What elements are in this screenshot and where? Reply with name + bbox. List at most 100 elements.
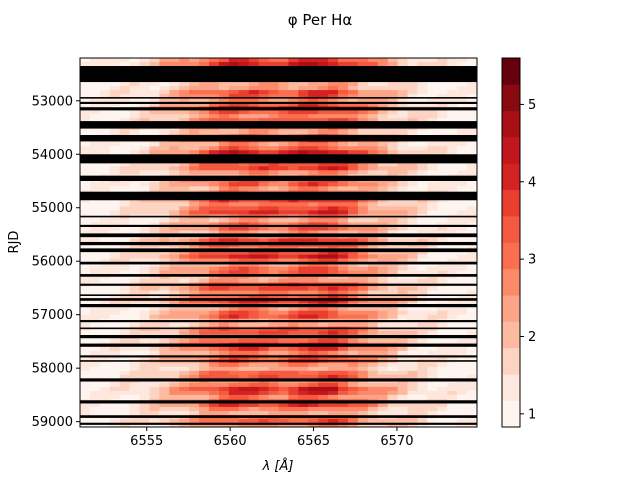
heatmap-cell — [258, 130, 269, 135]
heatmap-cell — [407, 330, 418, 336]
heatmap-cell — [228, 114, 240, 119]
heatmap-cell — [357, 286, 369, 292]
heatmap-cell — [209, 146, 220, 151]
heatmap-cell — [119, 182, 131, 187]
heatmap-cell — [288, 254, 299, 259]
heatmap-cell — [258, 258, 269, 263]
heatmap-cell — [318, 250, 329, 255]
heatmap-cell — [169, 110, 180, 115]
heatmap-cell — [357, 146, 369, 151]
heatmap-cell — [199, 374, 210, 380]
heatmap-cell — [447, 314, 458, 320]
heatmap-cell — [129, 310, 140, 316]
heatmap-cell — [308, 314, 319, 320]
heatmap-cell — [189, 394, 200, 400]
heatmap-cell — [268, 82, 279, 87]
heatmap-cell — [159, 406, 170, 412]
heatmap-cell — [149, 166, 160, 171]
heatmap-cell — [199, 266, 210, 271]
heatmap-cell — [139, 266, 150, 271]
heatmap-cell — [218, 142, 230, 147]
heatmap-cell — [357, 258, 369, 263]
heatmap-cell — [298, 298, 309, 304]
heatmap-cell — [367, 150, 379, 155]
heatmap-cell — [407, 266, 418, 271]
heatmap-cell — [457, 278, 468, 284]
heatmap-cell — [347, 150, 359, 155]
heatmap-cell — [119, 310, 131, 316]
heatmap-cell — [238, 370, 250, 376]
heatmap-cell — [338, 278, 349, 284]
heatmap-cell — [179, 406, 190, 412]
heatmap-cell — [149, 206, 160, 211]
heatmap-cell — [437, 330, 448, 336]
heatmap-cell — [109, 362, 121, 368]
heatmap-cell — [347, 90, 359, 95]
heatmap-cell — [189, 270, 200, 275]
heatmap-cell — [139, 222, 150, 227]
heatmap-cell — [367, 422, 379, 428]
heatmap-cell — [427, 394, 438, 400]
heatmap-cell — [169, 250, 180, 255]
heatmap-cell — [119, 382, 131, 388]
heatmap-cell — [377, 58, 389, 63]
heatmap-cell — [99, 314, 111, 320]
heatmap-cell — [258, 370, 269, 376]
heatmap-cell — [80, 114, 91, 119]
heatmap-cell — [248, 210, 260, 215]
heatmap-cell — [89, 306, 101, 312]
heatmap-cell — [377, 338, 389, 344]
heatmap-cell — [417, 314, 428, 320]
heatmap-cell — [109, 322, 121, 328]
heatmap-cell — [318, 294, 329, 300]
heatmap-cell — [80, 150, 91, 155]
heatmap-cell — [298, 62, 309, 67]
heatmap-cell — [238, 406, 250, 412]
heatmap-cell — [288, 82, 299, 87]
heatmap-cell — [338, 182, 349, 187]
heatmap-cell — [179, 290, 190, 296]
heatmap-cell — [447, 130, 458, 135]
heatmap-cell — [377, 402, 389, 408]
heatmap-cell — [199, 286, 210, 292]
heatmap-cell — [467, 230, 478, 235]
heatmap-cell — [199, 346, 210, 352]
heatmap-cell — [298, 262, 309, 267]
heatmap-cell — [288, 286, 299, 292]
heatmap-cell — [258, 218, 269, 223]
heatmap-cell — [278, 266, 289, 271]
heatmap-cell — [169, 238, 180, 243]
heatmap-cell — [99, 142, 111, 147]
heatmap-cell — [228, 386, 240, 392]
heatmap-cell — [258, 266, 269, 271]
y-axis-label: RJD — [7, 231, 22, 254]
heatmap-cell — [288, 422, 299, 428]
heatmap-cell — [377, 186, 389, 191]
heatmap-cell — [209, 62, 220, 67]
heatmap-cell — [377, 306, 389, 312]
heatmap-cell — [129, 238, 140, 243]
heatmap-cell — [308, 58, 319, 63]
heatmap-cell — [467, 110, 478, 115]
heatmap-cell — [228, 118, 240, 123]
heatmap-cell — [80, 62, 91, 67]
heatmap-cell — [80, 306, 91, 312]
heatmap-cell — [199, 198, 210, 203]
heatmap-cell — [318, 198, 329, 203]
heatmap-cell — [238, 226, 250, 231]
heatmap-cell — [298, 362, 309, 368]
heatmap-cell — [457, 166, 468, 171]
heatmap-cell — [357, 310, 369, 316]
heatmap-cell — [189, 370, 200, 376]
heatmap-cell — [427, 410, 438, 416]
heatmap-cell — [119, 162, 131, 167]
heatmap-cell — [179, 62, 190, 67]
heatmap-cell — [347, 226, 359, 231]
heatmap-cell — [367, 258, 379, 263]
heatmap-cell — [169, 254, 180, 259]
heatmap-cell — [159, 374, 170, 380]
heatmap-cell — [467, 422, 478, 428]
heatmap-cell — [447, 198, 458, 203]
heatmap-cell — [397, 186, 408, 191]
heatmap-cell — [338, 110, 349, 115]
